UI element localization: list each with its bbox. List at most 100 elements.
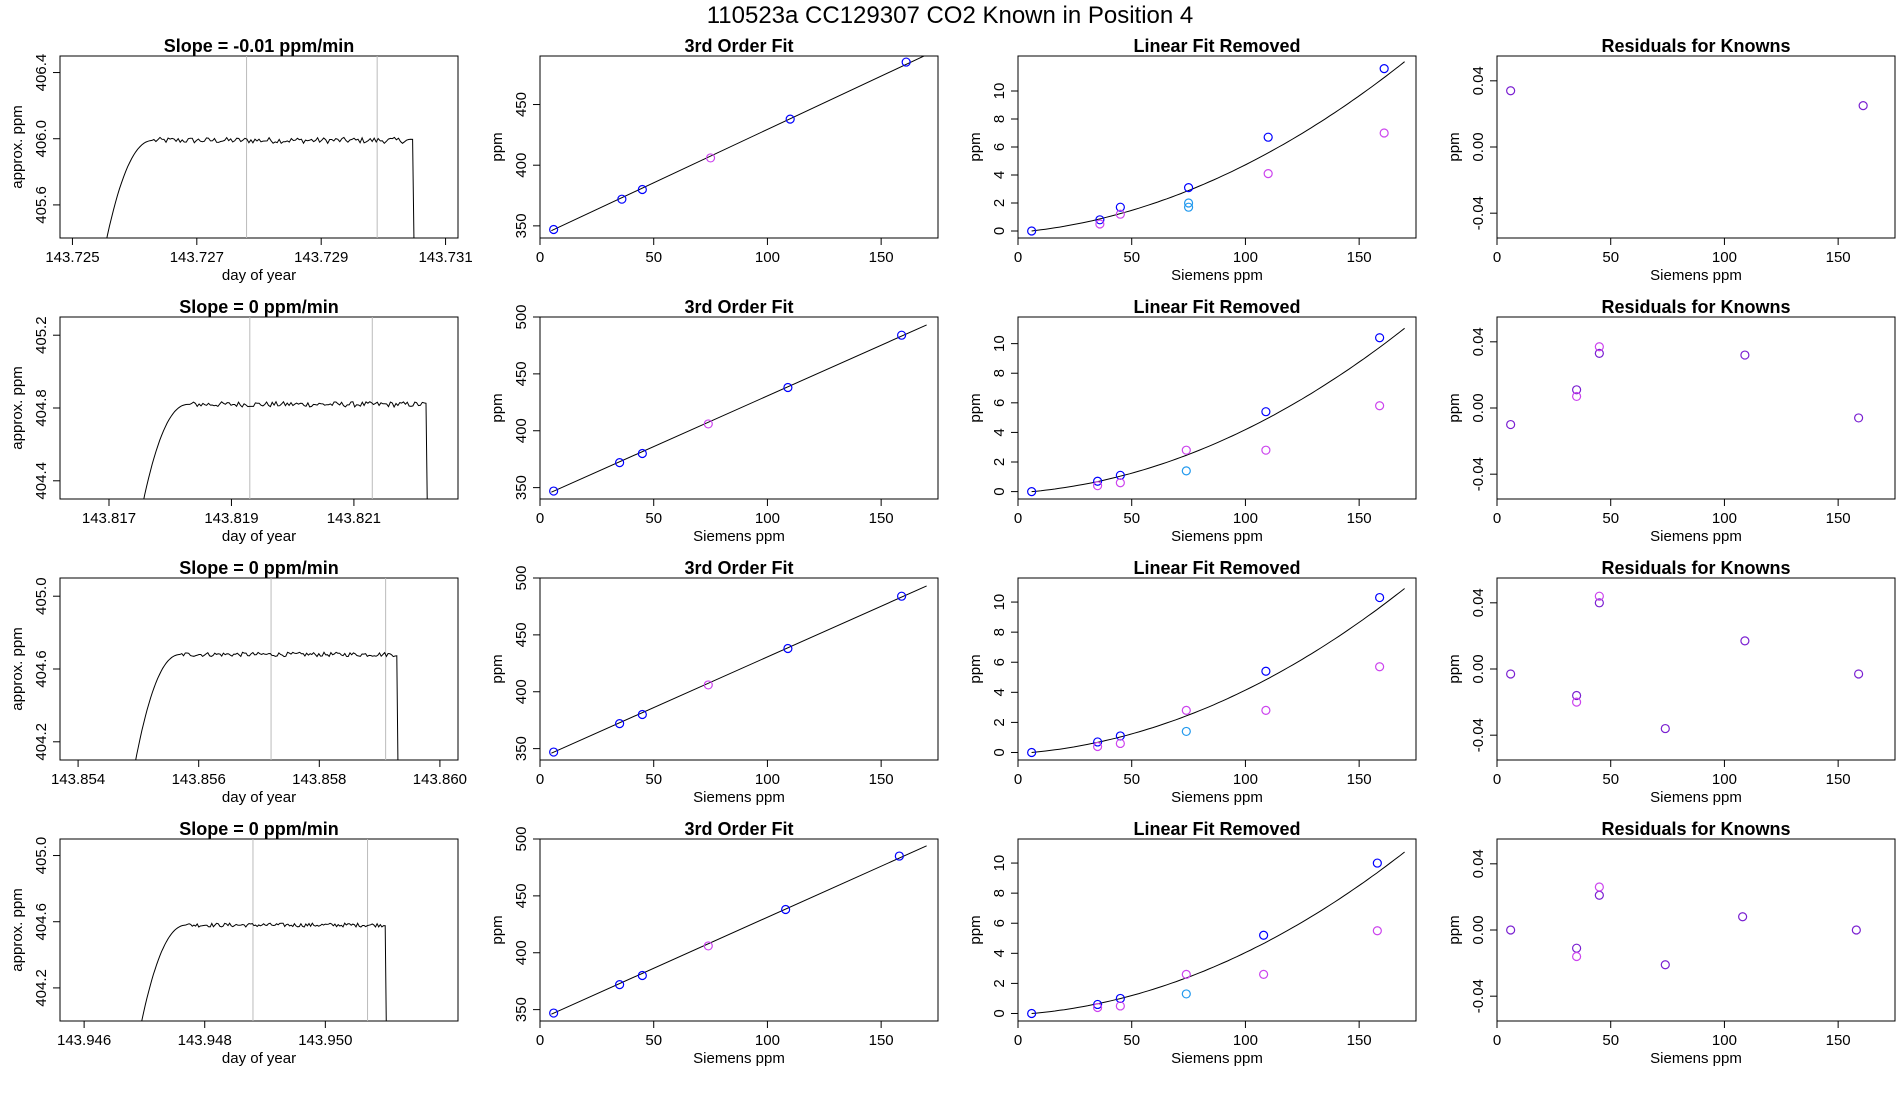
y-axis-label: ppm: [967, 915, 984, 944]
data-point: [703, 419, 713, 429]
x-axis-label: Siemens ppm: [1650, 267, 1742, 284]
y-tick-label: -0.04: [1470, 457, 1487, 491]
data-layer: [1027, 327, 1405, 497]
y-tick-label: 405.6: [33, 186, 50, 224]
data-point: [1858, 101, 1868, 111]
fit-line: [551, 324, 927, 493]
x-tick-label: 143.856: [172, 771, 226, 788]
panel-r0-c3: Residuals for Knowns 0 50 100 150 -0.04 0.00 0.…: [1446, 36, 1896, 284]
x-tick-label: 50: [1602, 249, 1619, 266]
data-point: [781, 904, 791, 915]
x-axis-label: day of year: [222, 1050, 296, 1067]
data-layer: [549, 56, 926, 235]
data-point: [1506, 419, 1516, 430]
data-point: [1594, 591, 1604, 601]
y-tick-label: 6: [991, 399, 1008, 407]
data-point: [1027, 1008, 1037, 1019]
panel-r2-c2: Linear Fit Removed 0 50 100 150 0 2 4 6 8 10 Siemen…: [967, 558, 1417, 806]
y-axis-label: ppm: [1446, 915, 1463, 944]
data-layer: [1506, 882, 1861, 970]
data-point: [1115, 202, 1125, 212]
x-tick-label: 100: [1233, 771, 1258, 788]
x-tick-label: 150: [1826, 1032, 1851, 1049]
panel-r0-c2: Linear Fit Removed 0 50 100 150 0 2 4 6 8 10 Siemen…: [967, 36, 1417, 284]
y-tick-label: 4: [991, 428, 1008, 436]
x-tick-label: 0: [1493, 771, 1501, 788]
y-axis-label: ppm: [489, 915, 506, 944]
x-tick-label: 0: [1493, 1032, 1501, 1049]
plot-frame: [59, 577, 459, 761]
data-point: [1738, 912, 1748, 922]
concentration-trace: [135, 651, 399, 760]
data-layer: [143, 317, 428, 499]
panel-r3-c3: Residuals for Knowns 0 50 100 150 -0.04 0.00 0.…: [1446, 819, 1896, 1067]
data-layer: [1506, 591, 1864, 734]
y-tick-label: 0.00: [1470, 132, 1487, 161]
x-tick-label: 150: [1347, 1032, 1372, 1049]
x-tick-label: 100: [1233, 1032, 1258, 1049]
x-axis-label: Siemens ppm: [693, 789, 785, 806]
data-point: [549, 1008, 559, 1018]
y-tick-label: 4: [991, 171, 1008, 179]
x-tick-label: 0: [536, 1032, 544, 1049]
x-axis-label: day of year: [222, 267, 296, 284]
y-tick-label: 450: [513, 622, 530, 647]
data-point: [1375, 592, 1385, 603]
y-tick-label: 404.6: [33, 903, 50, 941]
x-tick-label: 0: [1014, 771, 1022, 788]
data-point: [1506, 925, 1516, 935]
y-tick-label: 406.0: [33, 120, 50, 158]
panel-r0-c0: Slope = -0.01 ppm/min 143.725 143.727 143.7…: [9, 36, 473, 284]
data-point: [637, 970, 647, 981]
y-tick-label: 500: [513, 826, 530, 851]
panel-title: Linear Fit Removed: [1133, 558, 1300, 578]
data-point: [637, 448, 647, 459]
y-axis-label: ppm: [1446, 393, 1463, 422]
y-tick-label: 405.0: [33, 577, 50, 615]
fit-curve: [1031, 61, 1405, 232]
y-tick-label: 405.0: [33, 837, 50, 875]
data-point: [1571, 943, 1582, 953]
data-point: [1095, 219, 1105, 229]
data-layer: [1027, 851, 1405, 1019]
data-point: [1263, 169, 1273, 179]
fit-curve: [1031, 327, 1405, 493]
data-point: [783, 382, 793, 393]
x-tick-label: 0: [1014, 1032, 1022, 1049]
data-point: [1571, 697, 1582, 707]
data-point: [1375, 401, 1385, 411]
x-tick-label: 50: [645, 1032, 662, 1049]
data-point: [897, 591, 907, 601]
data-point: [1594, 342, 1604, 352]
y-tick-label: 404.2: [33, 723, 50, 761]
plot-frame: [539, 577, 939, 761]
y-tick-label: 2: [991, 979, 1008, 987]
y-tick-label: 350: [513, 997, 530, 1022]
data-point: [1851, 925, 1861, 935]
x-tick-label: 143.727: [170, 249, 224, 266]
data-point: [705, 153, 716, 163]
y-tick-label: -0.04: [1470, 196, 1487, 230]
y-axis-label: ppm: [967, 393, 984, 422]
data-point: [1506, 86, 1516, 96]
data-point: [897, 330, 907, 340]
x-axis-label: Siemens ppm: [693, 1050, 785, 1067]
x-axis-label: Siemens ppm: [693, 528, 785, 545]
data-point: [1115, 470, 1125, 480]
panel-title: 3rd Order Fit: [684, 36, 793, 56]
data-layer: [135, 578, 399, 760]
data-point: [1854, 669, 1864, 679]
panel-r3-c1: 3rd Order Fit 0 50 100 150 350 400 450 500 Siemen…: [489, 819, 939, 1067]
y-axis-label: ppm: [967, 654, 984, 683]
data-point: [1259, 930, 1269, 940]
x-axis-label: Siemens ppm: [1171, 528, 1263, 545]
fit-curve: [1031, 851, 1405, 1014]
x-axis-label: Siemens ppm: [1650, 789, 1742, 806]
y-tick-label: 400: [513, 940, 530, 965]
data-point: [1181, 445, 1191, 455]
y-axis-label: approx. ppm: [9, 888, 26, 971]
y-tick-label: 0.04: [1470, 849, 1487, 878]
data-point: [1092, 476, 1103, 486]
y-tick-label: 404.2: [33, 969, 50, 1007]
